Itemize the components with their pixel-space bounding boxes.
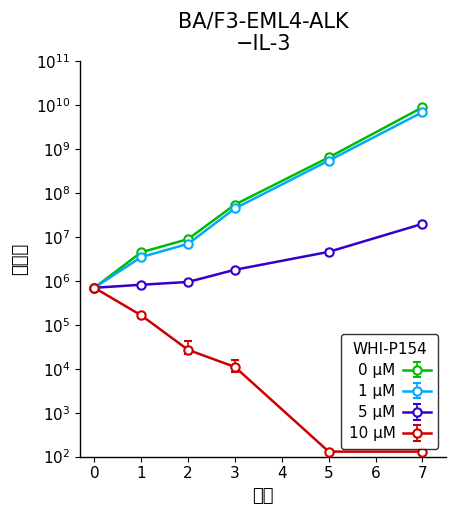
Legend: 0 μM, 1 μM, 5 μM, 10 μM: 0 μM, 1 μM, 5 μM, 10 μM bbox=[341, 334, 438, 449]
Title: BA/F3-EML4-ALK
−IL-3: BA/F3-EML4-ALK −IL-3 bbox=[178, 11, 348, 54]
Y-axis label: 細胞数: 細胞数 bbox=[11, 243, 29, 275]
X-axis label: 日数: 日数 bbox=[252, 487, 274, 505]
